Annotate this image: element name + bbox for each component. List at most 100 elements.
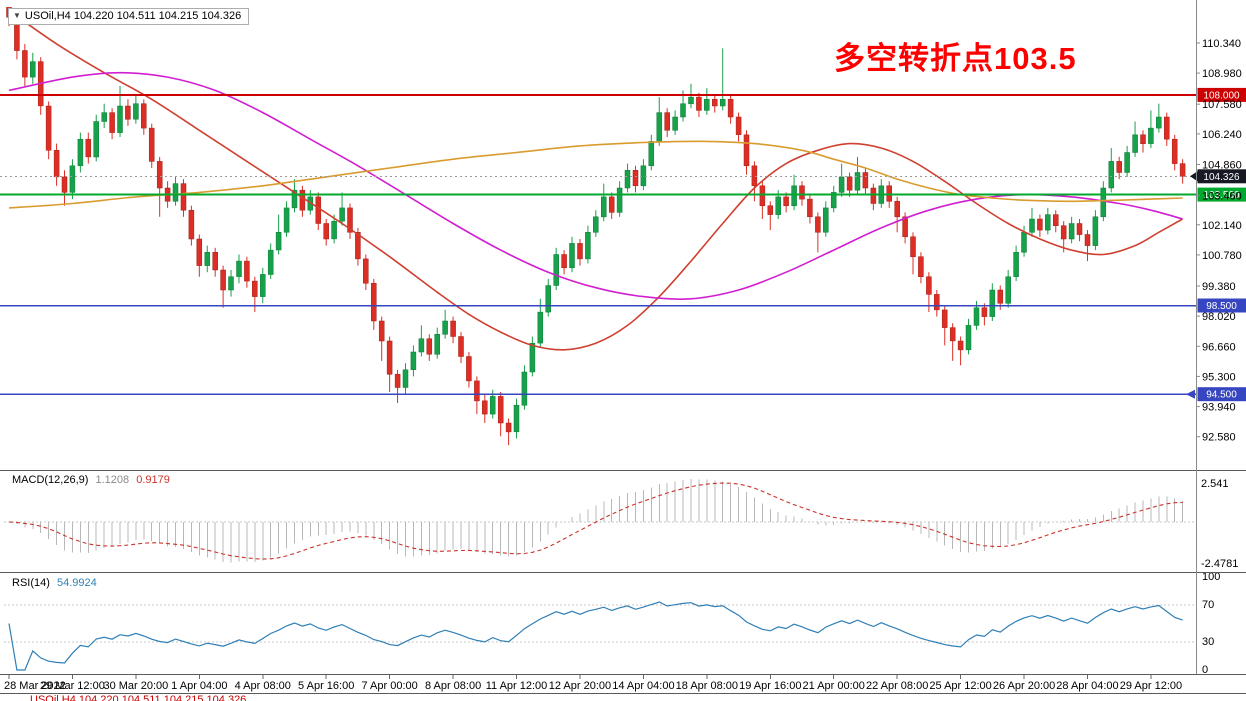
price-badge	[1197, 169, 1246, 184]
candle	[1053, 214, 1059, 226]
candle	[244, 260, 250, 282]
chart-tab-label: USOil,H4 104.220 104.511 104.215 104.326	[30, 694, 247, 701]
candle	[1021, 232, 1027, 253]
rsi-plot[interactable]	[0, 601, 1196, 671]
candle	[148, 127, 155, 162]
candle	[664, 112, 670, 131]
svg-text:94.500: 94.500	[1206, 390, 1237, 401]
candle	[846, 176, 853, 191]
candle	[949, 327, 956, 342]
candle	[339, 207, 345, 222]
candle	[331, 220, 337, 240]
candle	[545, 285, 551, 313]
time-axis[interactable]	[0, 675, 1196, 693]
price-axis[interactable]	[1197, 0, 1246, 674]
price-plot[interactable]	[6, 0, 1186, 446]
candle	[141, 103, 147, 129]
annotation-text: 多空转折点103.5	[834, 41, 1077, 76]
candle	[402, 369, 409, 388]
price-axis-label: 95.300	[1202, 371, 1236, 383]
candle	[196, 238, 203, 266]
candle	[260, 274, 266, 297]
candle	[188, 209, 195, 240]
candle	[521, 371, 528, 406]
candle	[981, 307, 988, 317]
price-axis-label: 93.940	[1202, 402, 1236, 414]
time-axis-label: 30 Mar 20:00	[103, 680, 168, 692]
price-axis-label: 106.240	[1202, 129, 1242, 141]
candle	[910, 236, 916, 258]
candle	[601, 196, 607, 218]
rsi-value: 54.9924	[56, 577, 97, 589]
macd-plot[interactable]	[0, 479, 1196, 563]
candle	[759, 185, 766, 207]
chart-tabs-strip[interactable]: USOil,H4 104.220 104.511 104.215 104.326	[0, 693, 1246, 701]
candle	[608, 196, 615, 213]
rsi-axis-label: 30	[1202, 636, 1214, 648]
price-axis-label: 99.380	[1202, 281, 1236, 293]
candle	[941, 309, 948, 328]
macd-name: MACD(12,26,9)	[12, 474, 89, 486]
candle	[1068, 223, 1075, 240]
macd-axis-min: -2.4781	[1201, 558, 1238, 570]
candle	[934, 294, 940, 311]
candle	[727, 99, 734, 118]
candle	[632, 170, 639, 187]
line-end-arrow-icon	[1186, 389, 1195, 399]
candle	[228, 276, 234, 291]
candle	[45, 105, 52, 151]
time-axis-label: 4 Apr 08:00	[235, 680, 291, 692]
svg-text:108.000: 108.000	[1203, 90, 1240, 101]
candle	[767, 205, 774, 215]
rsi-line	[8, 601, 1183, 671]
macd-signal-line	[8, 482, 1183, 560]
candle	[1164, 116, 1170, 140]
candle	[965, 325, 972, 351]
svg-text:98.500: 98.500	[1206, 301, 1237, 312]
candle	[85, 138, 92, 158]
time-axis-label: 12 Apr 20:00	[549, 680, 611, 692]
candle	[823, 207, 829, 233]
candle	[1100, 187, 1107, 218]
candle	[371, 283, 377, 322]
candle	[997, 289, 1004, 304]
price-axis-label: 104.860	[1202, 159, 1242, 171]
time-axis-label: 5 Apr 16:00	[298, 680, 354, 692]
candle	[529, 342, 536, 373]
candle	[743, 134, 750, 167]
candle	[616, 187, 623, 213]
candle	[156, 161, 163, 189]
candle	[1124, 152, 1130, 173]
candle	[1076, 223, 1083, 235]
candle	[426, 338, 433, 355]
candle	[1029, 218, 1035, 233]
symbol-ohlc-text: USOil,H4 104.220 104.511 104.215 104.326	[24, 10, 242, 22]
price-axis-label: 110.340	[1202, 38, 1241, 50]
candle	[283, 207, 290, 233]
rsi-axis-label: 100	[1202, 571, 1220, 583]
rsi-name: RSI(14)	[12, 577, 50, 589]
time-axis-label: 18 Apr 08:00	[676, 680, 738, 692]
time-axis-label: 22 Apr 08:00	[866, 680, 928, 692]
candle	[1084, 234, 1091, 246]
candle	[1045, 214, 1051, 231]
candle	[1037, 218, 1043, 231]
candle	[204, 252, 211, 266]
candle	[442, 320, 448, 335]
candle	[386, 340, 393, 375]
candle	[870, 187, 877, 204]
symbol-ohlc-overlay[interactable]: ▼ USOil,H4 104.220 104.511 104.215 104.3…	[8, 8, 250, 25]
candle	[902, 216, 908, 238]
candle	[117, 105, 123, 133]
price-axis-label: 98.020	[1202, 311, 1236, 323]
price-axis-label: 103.460	[1202, 191, 1242, 203]
candle	[434, 334, 440, 355]
time-axis-label: 8 Apr 08:00	[425, 680, 481, 692]
candle	[30, 61, 36, 78]
candle	[133, 103, 139, 120]
candle	[125, 105, 131, 120]
candle	[918, 256, 924, 277]
